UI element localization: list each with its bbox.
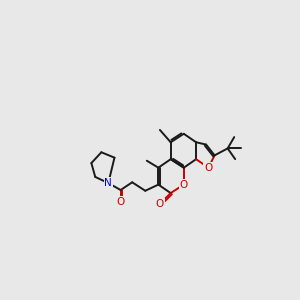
Text: N: N (104, 178, 112, 188)
Text: O: O (180, 180, 188, 190)
Text: O: O (116, 196, 125, 206)
Text: O: O (156, 199, 164, 209)
Text: O: O (204, 163, 212, 173)
